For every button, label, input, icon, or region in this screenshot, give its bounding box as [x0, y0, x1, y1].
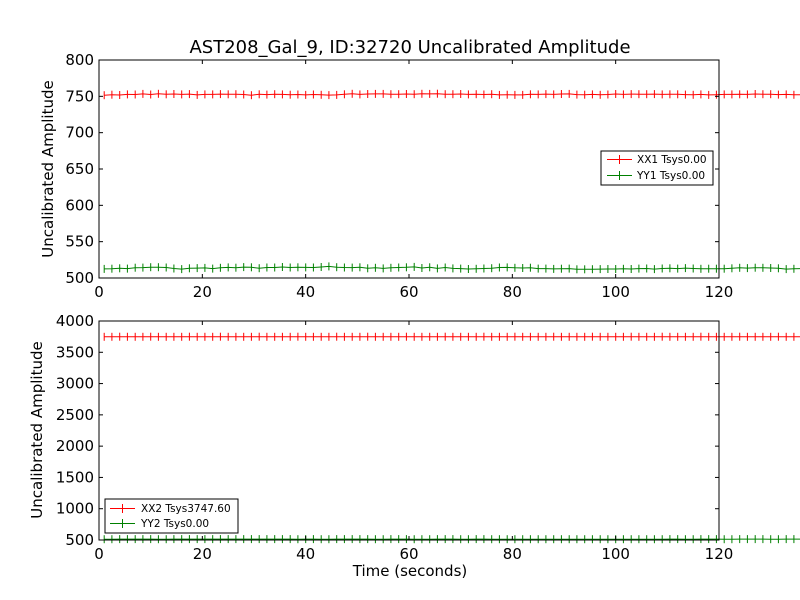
x-tick-label: 0 — [94, 545, 104, 563]
chart-title: AST208_Gal_9, ID:32720 Uncalibrated Ampl… — [189, 37, 630, 58]
top-panel-ticks: 0 20 40 60 80 100 120 500 550 600 650 700 750 800 — [65, 51, 733, 301]
y-tick-label: 750 — [65, 87, 94, 105]
legend-label-yy1: YY1 Tsys0.00 — [636, 170, 705, 182]
top-legend: XX1 Tsys0.00 YY1 Tsys0.00 — [600, 150, 714, 186]
y-tick-label: 500 — [65, 269, 94, 287]
x-tick-label: 120 — [705, 545, 734, 563]
top-panel-marks — [103, 89, 800, 274]
x-tick-label: 0 — [94, 283, 104, 301]
y-tick-label: 2500 — [56, 406, 94, 424]
y-tick-label: 600 — [65, 196, 94, 214]
x-tick-label: 20 — [193, 283, 212, 301]
y-tick-label: 3500 — [56, 343, 94, 361]
y-tick-label: 3000 — [56, 375, 94, 393]
x-tick-label: 100 — [601, 283, 630, 301]
y-tick-label: 500 — [65, 531, 94, 549]
x-tick-label: 20 — [193, 545, 212, 563]
y-tick-label: 2000 — [56, 437, 94, 455]
series-line-xx2 — [104, 336, 800, 338]
y-tick-label: 1000 — [56, 500, 94, 518]
y-tick-label: 1500 — [56, 468, 94, 486]
y-tick-label: 4000 — [56, 312, 94, 330]
y-tick-label: 700 — [65, 124, 94, 142]
legend-label-xx2: XX2 Tsys3747.60 — [141, 503, 231, 515]
top-y-axis-label: Uncalibrated Amplitude — [39, 80, 57, 257]
x-axis-label: Time (seconds) — [352, 562, 468, 580]
top-panel: 0 20 40 60 80 100 120 500 550 600 650 700 750 800 Unc… — [39, 51, 800, 301]
x-tick-label: 100 — [601, 545, 630, 563]
y-tick-label: 650 — [65, 160, 94, 178]
y-tick-label: 800 — [65, 51, 94, 69]
legend-label-xx1: XX1 Tsys0.00 — [637, 154, 707, 166]
y-tick-label: 550 — [65, 233, 94, 251]
x-tick-label: 60 — [399, 283, 418, 301]
x-tick-label: 80 — [503, 283, 522, 301]
x-tick-label: 40 — [296, 545, 315, 563]
x-tick-label: 120 — [705, 283, 734, 301]
x-tick-label: 40 — [296, 283, 315, 301]
bottom-legend-box — [104, 498, 239, 534]
x-tick-label: 60 — [399, 545, 418, 563]
bottom-panel-ticks: 0 20 40 60 80 100 120 500 1000 1500 2000 2500 3000 35… — [56, 312, 734, 563]
bottom-y-axis-label: Uncalibrated Amplitude — [28, 341, 46, 518]
bottom-legend: XX2 Tsys3747.60 YY2 Tsys0.00 — [104, 498, 239, 534]
bottom-panel: 0 20 40 60 80 100 120 500 1000 1500 2000 2500 3000 35… — [28, 312, 800, 580]
x-tick-label: 80 — [503, 545, 522, 563]
legend-label-yy2: YY2 Tsys0.00 — [140, 518, 209, 530]
series-line-xx1 — [104, 93, 800, 96]
bottom-panel-marks — [103, 332, 800, 544]
series-line-yy1 — [104, 265, 800, 270]
